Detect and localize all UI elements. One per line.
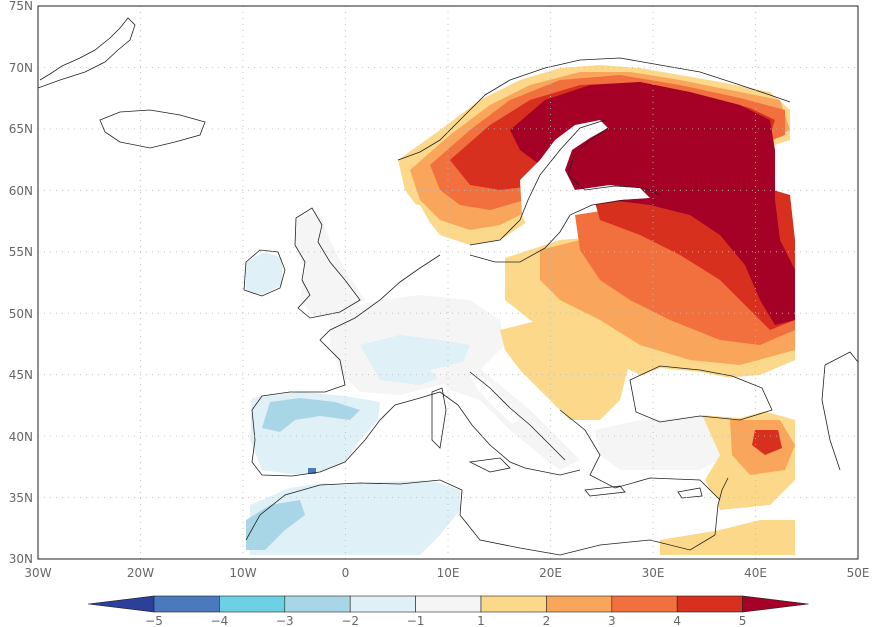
colorbar-tick-label: 5: [739, 614, 747, 627]
lon-label: 40E: [744, 566, 767, 580]
north-sea: [340, 200, 440, 275]
shade-levant-warm: [660, 520, 795, 555]
caspian-sea: [820, 350, 858, 470]
lat-label: 75N: [9, 0, 33, 13]
lon-label: 50E: [847, 566, 870, 580]
coast-finland: [567, 127, 661, 196]
mediterranean-west: [300, 395, 490, 485]
map-plot-area: [38, 6, 858, 559]
colorbar-segment: [676, 595, 743, 613]
coast-crete: [584, 485, 626, 497]
lon-label: 10E: [437, 566, 460, 580]
colorbar: −5 −4 −3 −2 −1 1 2 3 4 5: [87, 595, 809, 627]
coast-north-africa: [245, 479, 716, 556]
coast-iceland: [99, 109, 206, 149]
lon-label: 10W: [229, 566, 256, 580]
lon-label: 0: [342, 566, 350, 580]
coast-britain: [294, 207, 361, 319]
lon-label: 20W: [127, 566, 154, 580]
lon-label: 30W: [24, 566, 51, 580]
coastlines: [38, 17, 858, 556]
colorbar-segment: [480, 595, 547, 613]
lat-label: 55N: [9, 245, 33, 259]
coast-black-sea: [629, 365, 773, 423]
lon-label: 20E: [539, 566, 562, 580]
lat-label: 65N: [9, 122, 33, 136]
lat-label: 35N: [9, 491, 33, 505]
colorbar-segment: [153, 595, 220, 613]
colorbar-tick-label: −4: [211, 614, 229, 627]
lat-label: 40N: [9, 430, 33, 444]
coast-sicily: [468, 457, 511, 473]
colorbar-tick-label: −1: [407, 614, 425, 627]
coast-italy-east: [469, 371, 566, 461]
shade-nafrica-cooler: [246, 500, 305, 550]
shade-caucasus-core: [752, 430, 782, 455]
coast-greece-turkey: [559, 409, 721, 501]
colorbar-segment: [546, 595, 613, 613]
colorbar-tick-label: 2: [543, 614, 551, 627]
shade-turkey-light: [595, 415, 740, 470]
colorbar-segment: [415, 595, 482, 613]
longitude-labels: 30W 20W 10W 0 10E 20E 30E 40E 50E: [24, 566, 869, 580]
colorbar-segment: [611, 595, 678, 613]
shade-iberia-cooler: [262, 398, 360, 432]
latitude-labels: 75N 70N 65N 60N 55N 50N 45N 40N 35N 30N: [9, 0, 33, 566]
coast-sardinia: [431, 387, 447, 449]
coast-sweden-east: [469, 119, 606, 246]
baltic-sea: [520, 120, 650, 240]
anomaly-shading: [246, 65, 795, 555]
black-sea: [630, 368, 770, 420]
lat-label: 30N: [9, 552, 33, 566]
shade-uk: [295, 210, 365, 318]
coast-greenland: [38, 17, 136, 89]
colorbar-segment: [284, 595, 351, 613]
lon-label: 30E: [642, 566, 665, 580]
lat-label: 60N: [9, 184, 33, 198]
shade-ireland: [246, 252, 282, 295]
colorbar-right-arrow: [742, 595, 809, 613]
colorbar-tick-label: −5: [145, 614, 163, 627]
colorbar-tick-label: 4: [673, 614, 681, 627]
colorbar-tick-label: −2: [341, 614, 359, 627]
coast-ireland: [243, 249, 286, 297]
coast-levant: [714, 477, 729, 536]
colorbar-tick-label: 1: [477, 614, 485, 627]
shade-spot-blue: [308, 468, 316, 474]
graticule: [38, 6, 858, 559]
coast-mediterranean-north: [344, 391, 581, 476]
colorbar-segment: [219, 595, 286, 613]
lat-label: 70N: [9, 61, 33, 75]
mediterranean-east: [530, 470, 720, 540]
coast-western-europe: [251, 254, 441, 477]
water-bodies: [300, 120, 858, 540]
coast-baltic-south: [469, 199, 626, 263]
colorbar-tick-label: 3: [608, 614, 616, 627]
coast-caspian: [821, 351, 858, 471]
shade-nafrica-cool: [250, 480, 460, 555]
colorbar-tick-label: −3: [276, 614, 294, 627]
lat-label: 45N: [9, 368, 33, 382]
coast-cyprus: [677, 487, 703, 499]
colorbar-segment: [349, 595, 416, 613]
map-frame: [37, 5, 859, 560]
coast-norway: [397, 57, 791, 161]
lat-label: 50N: [9, 307, 33, 321]
adriatic: [470, 375, 520, 424]
